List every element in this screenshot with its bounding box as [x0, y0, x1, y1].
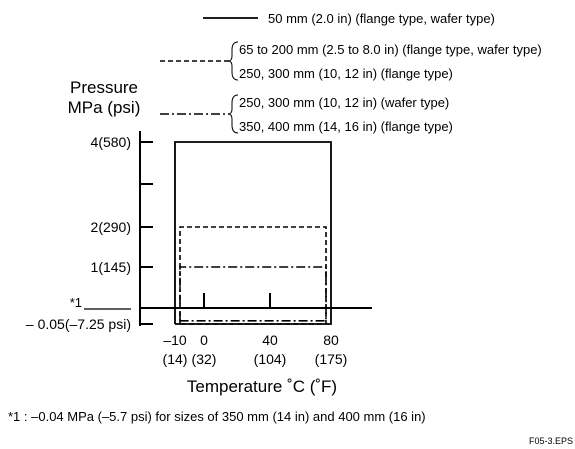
x-tick-label-f-3: (175) — [315, 351, 348, 367]
series-lines — [174, 141, 332, 325]
y-axis-title-line2: MPa (psi) — [68, 98, 141, 117]
series-dashed — [179, 226, 327, 325]
x-tick-label-c-1: 0 — [200, 332, 208, 348]
y-tick-label-2: 2(290) — [91, 219, 131, 235]
x-tick-label-f-0: (14) — [163, 351, 188, 367]
x-tick-label-c-3: 80 — [323, 332, 339, 348]
legend-entry-dashdot-2: 350, 400 mm (14, 16 in) (flange type) — [239, 119, 453, 134]
zero-marker-label: *1 — [70, 295, 82, 310]
y-tick-label-3: 1(145) — [91, 259, 131, 275]
figure-id: F05-3.EPS — [529, 436, 573, 446]
x-axis-title: Temperature ˚C (˚F) — [187, 377, 337, 396]
y-tick-label-4: – 0.05(–7.25 psi) — [26, 316, 131, 332]
x-tick-label-f-1: (32) — [192, 351, 217, 367]
legend: 50 mm (2.0 in) (flange type, wafer type)… — [160, 11, 542, 134]
legend-entry-dashed-2: 250, 300 mm (10, 12 in) (flange type) — [239, 66, 453, 81]
series-dash-dot — [179, 266, 327, 322]
footnote: *1 : –0.04 MPa (–5.7 psi) for sizes of 3… — [8, 409, 426, 424]
legend-entry-solid: 50 mm (2.0 in) (flange type, wafer type) — [268, 11, 495, 26]
y-axis-title-line1: Pressure — [70, 78, 138, 97]
legend-entry-dashdot-1: 250, 300 mm (10, 12 in) (wafer type) — [239, 95, 449, 110]
x-tick-label-c-2: 40 — [262, 332, 278, 348]
legend-brace-dashed — [227, 41, 239, 81]
legend-brace-dashdot — [227, 94, 239, 134]
legend-entry-dashed-1: 65 to 200 mm (2.5 to 8.0 in) (flange typ… — [239, 42, 542, 57]
x-tick-label-f-2: (104) — [254, 351, 287, 367]
series-solid — [174, 141, 332, 325]
y-ticks: 4(580) 2(290) 1(145) – 0.05(–7.25 psi) — [26, 134, 153, 332]
x-ticks: –10 (14) 0 (32) 40 (104) 80 (175) — [163, 293, 348, 367]
y-tick-label-0: 4(580) — [91, 134, 131, 150]
x-tick-label-c-0: –10 — [163, 332, 187, 348]
